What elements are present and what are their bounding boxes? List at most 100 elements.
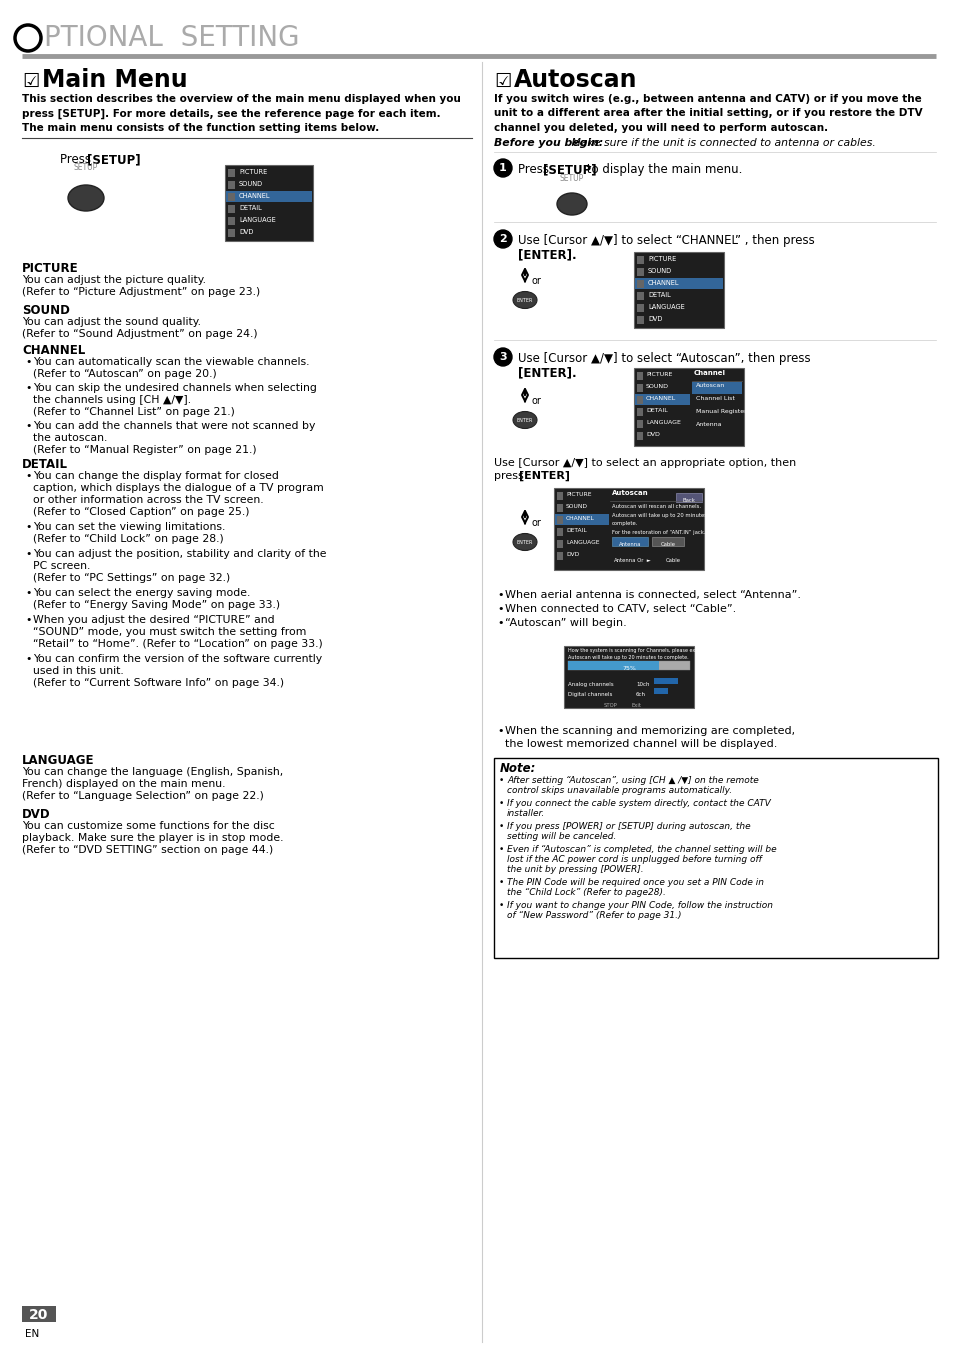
Bar: [228, 205, 234, 213]
Text: 2: 2: [498, 235, 506, 244]
Text: When aerial antenna is connected, select “Antenna”.: When aerial antenna is connected, select…: [504, 590, 801, 600]
Text: •: •: [498, 845, 504, 855]
Text: LANGUAGE: LANGUAGE: [565, 541, 598, 545]
Text: (Refer to “Picture Adjustment” on page 23.): (Refer to “Picture Adjustment” on page 2…: [22, 287, 260, 297]
Text: (Refer to “Child Lock” on page 28.): (Refer to “Child Lock” on page 28.): [33, 534, 224, 545]
Text: You can change the language (English, Spanish,: You can change the language (English, Sp…: [22, 767, 283, 776]
Text: DETAIL: DETAIL: [647, 293, 670, 298]
Text: the lowest memorized channel will be displayed.: the lowest memorized channel will be dis…: [504, 739, 777, 749]
Text: •: •: [498, 799, 504, 807]
Text: •: •: [497, 727, 503, 736]
Text: •: •: [25, 470, 31, 481]
Text: (Refer to “Manual Register” on page 21.): (Refer to “Manual Register” on page 21.): [33, 445, 256, 456]
Text: CHANNEL: CHANNEL: [647, 280, 679, 286]
Text: used in this unit.: used in this unit.: [33, 666, 124, 675]
Text: You can add the channels that were not scanned by: You can add the channels that were not s…: [33, 421, 315, 431]
Text: DVD: DVD: [645, 431, 659, 437]
Text: •: •: [498, 822, 504, 830]
Text: complete.: complete.: [612, 520, 638, 526]
Text: When the scanning and memorizing are completed,: When the scanning and memorizing are com…: [504, 727, 794, 736]
Text: Autoscan: Autoscan: [514, 67, 637, 92]
Text: [SETUP]: [SETUP]: [87, 154, 140, 166]
Text: •: •: [25, 549, 31, 559]
Text: (Refer to “Language Selection” on page 22.): (Refer to “Language Selection” on page 2…: [22, 791, 264, 801]
Text: ENTER: ENTER: [517, 418, 533, 422]
Text: ☑: ☑: [494, 71, 511, 92]
Text: or: or: [532, 396, 541, 406]
Text: This section describes the overview of the main menu displayed when you
press [S: This section describes the overview of t…: [22, 94, 460, 133]
Text: EN: EN: [25, 1329, 39, 1339]
Text: •: •: [25, 588, 31, 599]
Text: You can select the energy saving mode.: You can select the energy saving mode.: [33, 588, 250, 599]
Circle shape: [494, 231, 512, 248]
Text: PTIONAL  SETTING: PTIONAL SETTING: [44, 24, 299, 53]
Bar: [654, 687, 667, 694]
Text: (Refer to “DVD SETTING” section on page 44.): (Refer to “DVD SETTING” section on page …: [22, 845, 273, 855]
Text: You can set the viewing limitations.: You can set the viewing limitations.: [33, 522, 225, 532]
Bar: [557, 541, 562, 549]
Text: (Refer to “Current Software Info” on page 34.): (Refer to “Current Software Info” on pag…: [33, 678, 284, 687]
Text: •: •: [25, 357, 31, 367]
Text: LANGUAGE: LANGUAGE: [239, 217, 275, 222]
Text: If you switch wires (e.g., between antenna and CATV) or if you move the
unit to : If you switch wires (e.g., between anten…: [494, 94, 922, 133]
Text: (Refer to “Channel List” on page 21.): (Refer to “Channel List” on page 21.): [33, 407, 234, 417]
Text: .: .: [557, 470, 560, 481]
Text: The PIN Code will be required once you set a PIN Code in: The PIN Code will be required once you s…: [506, 878, 763, 887]
Text: SOUND: SOUND: [22, 305, 70, 317]
Text: •: •: [25, 421, 31, 431]
Text: You can confirm the version of the software currently: You can confirm the version of the softw…: [33, 654, 322, 665]
Text: •: •: [497, 617, 503, 628]
Text: “Autoscan” will begin.: “Autoscan” will begin.: [504, 617, 626, 628]
Text: setting will be canceled.: setting will be canceled.: [506, 832, 616, 841]
Bar: [494, 758, 937, 958]
Text: CHANNEL: CHANNEL: [645, 396, 676, 400]
Bar: [557, 528, 562, 537]
Bar: [228, 168, 234, 177]
Text: Use [Cursor ▲/▼] to select “Autoscan”, then press: Use [Cursor ▲/▼] to select “Autoscan”, t…: [517, 352, 810, 365]
Text: •: •: [498, 776, 504, 785]
Text: You can adjust the position, stability and clarity of the: You can adjust the position, stability a…: [33, 549, 326, 559]
Text: After setting “Autoscan”, using [CH ▲ /▼] on the remote: After setting “Autoscan”, using [CH ▲ /▼…: [506, 776, 758, 785]
Text: PICTURE: PICTURE: [645, 372, 672, 377]
Bar: [637, 280, 643, 288]
Text: 1: 1: [498, 163, 506, 173]
Text: •: •: [497, 590, 503, 600]
Text: LANGUAGE: LANGUAGE: [645, 421, 680, 425]
Ellipse shape: [513, 291, 537, 309]
Bar: [567, 661, 689, 670]
Text: 75%: 75%: [621, 666, 636, 671]
Text: Note:: Note:: [499, 762, 536, 775]
Text: 10ch: 10ch: [636, 682, 649, 687]
Ellipse shape: [513, 534, 537, 550]
Text: Antenna: Antenna: [618, 542, 640, 547]
Text: or other information across the TV screen.: or other information across the TV scree…: [33, 495, 263, 506]
Text: the channels using [CH ▲/▼].: the channels using [CH ▲/▼].: [33, 395, 191, 404]
Text: CHANNEL: CHANNEL: [239, 193, 271, 200]
Text: You can change the display format for closed: You can change the display format for cl…: [33, 470, 278, 481]
Text: lost if the AC power cord is unplugged before turning off: lost if the AC power cord is unplugged b…: [506, 855, 760, 864]
Text: French) displayed on the main menu.: French) displayed on the main menu.: [22, 779, 225, 789]
Text: playback. Make sure the player is in stop mode.: playback. Make sure the player is in sto…: [22, 833, 283, 842]
Ellipse shape: [68, 185, 104, 212]
Text: DVD: DVD: [647, 315, 661, 322]
Text: DETAIL: DETAIL: [239, 205, 261, 212]
Text: (Refer to “Autoscan” on page 20.): (Refer to “Autoscan” on page 20.): [33, 369, 216, 379]
Text: Channel List: Channel List: [696, 396, 734, 400]
Text: •: •: [497, 604, 503, 613]
Bar: [225, 164, 313, 241]
Bar: [228, 181, 234, 189]
Bar: [228, 193, 234, 201]
Text: (Refer to “PC Settings” on page 32.): (Refer to “PC Settings” on page 32.): [33, 573, 230, 582]
Text: You can skip the undesired channels when selecting: You can skip the undesired channels when…: [33, 383, 316, 394]
Text: SOUND: SOUND: [239, 181, 263, 187]
Text: •: •: [25, 383, 31, 394]
Text: [SETUP]: [SETUP]: [542, 163, 596, 177]
Bar: [637, 293, 643, 301]
Text: caption, which displays the dialogue of a TV program: caption, which displays the dialogue of …: [33, 483, 323, 493]
Text: CHANNEL: CHANNEL: [22, 344, 85, 357]
Text: Back: Back: [681, 497, 695, 503]
Text: DETAIL: DETAIL: [22, 458, 68, 470]
Text: You can adjust the sound quality.: You can adjust the sound quality.: [22, 317, 201, 328]
Text: [ENTER]: [ENTER]: [518, 470, 569, 481]
Text: Main Menu: Main Menu: [42, 67, 188, 92]
